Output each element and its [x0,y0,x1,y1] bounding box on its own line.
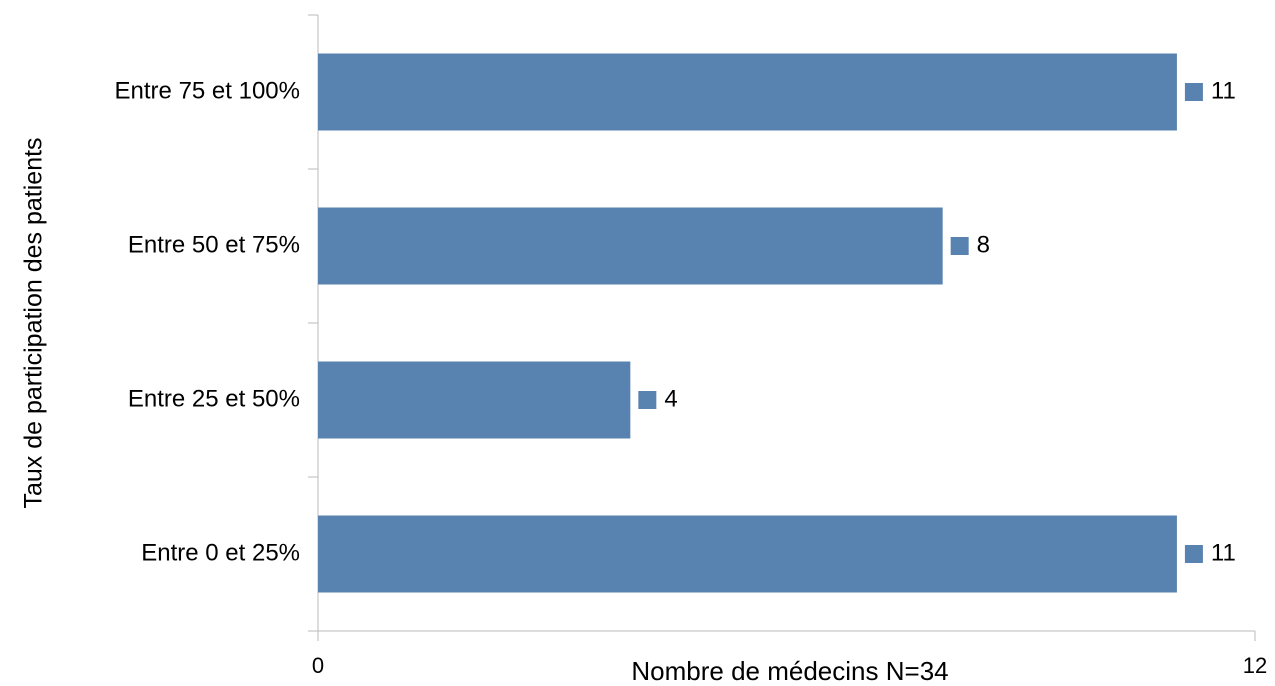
y-tick-label: Entre 75 et 100% [115,77,300,104]
y-tick-label: Entre 0 et 25% [141,539,300,566]
bar [318,361,631,439]
legend-key [1184,545,1203,563]
x-tick-label: 0 [312,653,324,678]
bar [318,53,1177,131]
value-label: 11 [1211,77,1236,104]
legend-key [1184,83,1203,101]
legend-key [950,237,969,255]
y-tick-label: Entre 50 et 75% [128,231,300,258]
x-tick-label: 12 [1243,653,1267,678]
y-axis-label: Taux de participation des patients [20,137,48,508]
value-label: 8 [977,231,990,258]
value-label: 11 [1211,539,1236,566]
bar [318,207,943,285]
value-label: 4 [664,385,677,412]
y-tick-label: Entre 25 et 50% [128,385,300,412]
x-axis-label: Nombre de médecins N=34 [631,656,948,686]
bar [318,515,1177,593]
legend-key [638,391,657,409]
